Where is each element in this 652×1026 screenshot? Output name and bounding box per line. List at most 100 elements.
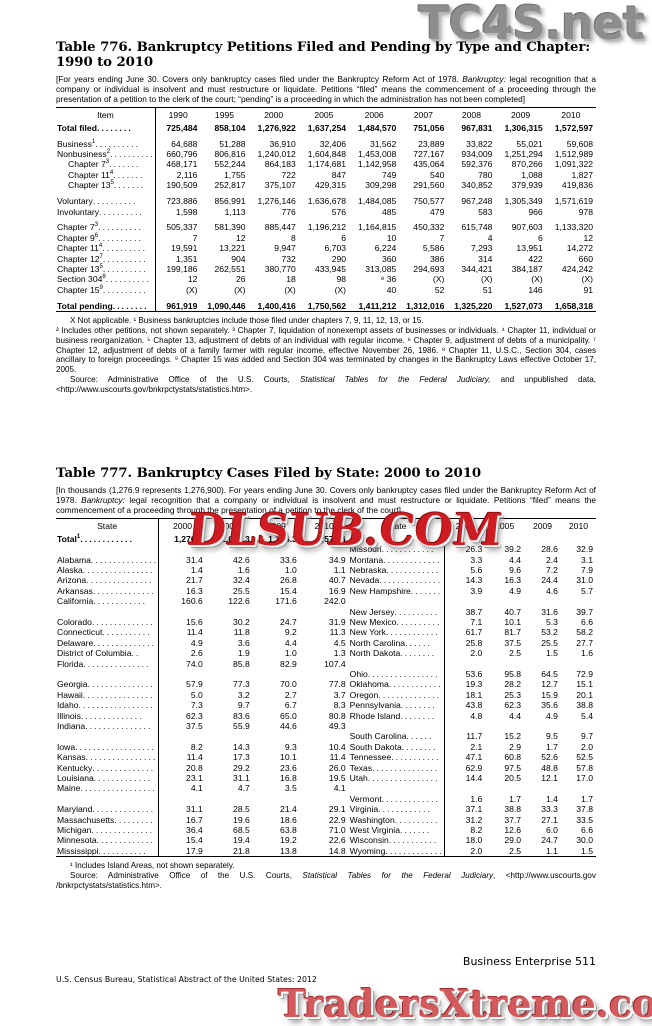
data-cell: 1,164,815 (358, 222, 397, 233)
data-cell: 780 (478, 169, 493, 180)
data-cell: 1.1 (545, 845, 558, 856)
dot-leader: .......... (92, 196, 138, 207)
data-cell: 59,608 (566, 138, 593, 149)
data-cell: (X) (432, 274, 445, 285)
data-cell: 62.9 (444, 762, 486, 774)
data-cell: 16.8 (280, 773, 297, 784)
data-cell: 4.4 (509, 554, 522, 565)
row-label: South Carolina ...... (349, 731, 445, 741)
data-cell: 28.5 (233, 804, 250, 815)
row-label: Rhode Island ........ (349, 711, 445, 721)
row-label-text: Georgia (57, 679, 88, 690)
footnote-marker: 8 (102, 274, 106, 281)
data-cell: 505,337 (154, 222, 201, 233)
data-cell: 429,315 (314, 180, 347, 191)
data-cell: 61.7 (444, 627, 486, 638)
dot-leader: .............. (378, 689, 442, 700)
row-label: Section 3048 .......... (56, 274, 155, 284)
table-row: Massachusetts ......... 16.7 19.6 18.6 22.9 W… (56, 814, 596, 826)
row-label-text: Chapter 15 (57, 284, 100, 295)
data-cell: 10.1 (504, 616, 522, 627)
table-row: Georgia ............... 57.9 77.3 70.0 77.8 O… (56, 679, 596, 690)
data-cell: 199,186 (154, 264, 201, 275)
data-cell: 85.8 (233, 658, 250, 669)
dot-leader: ........ (400, 648, 437, 659)
data-cell: 7 (439, 232, 445, 243)
row-label-text: Massachusetts (57, 814, 115, 825)
row-label: Maine ................. (56, 783, 159, 793)
dot-leader: ................. (78, 700, 155, 711)
data-cell: 1.6 (581, 648, 593, 659)
data-cell: 727,167 (413, 149, 445, 159)
row-label-text: Louisiana (57, 773, 94, 784)
table-row: Alaska ................ 1.4 1.6 1.0 1.1 Nebra… (56, 564, 596, 576)
data-cell: 77.3 (233, 679, 250, 690)
table-776-title: Table 776. Bankruptcy Petitions Filed an… (56, 40, 591, 70)
row-label: Connecticut ........... (56, 627, 159, 637)
dot-leader: .......... (102, 264, 148, 275)
data-cell: 20.8 (158, 762, 206, 774)
col-header-2009-left: 2009 (266, 521, 286, 532)
row-label: District of Columbia .. (56, 648, 159, 658)
dot-leader: ....... (113, 169, 145, 180)
row-label: Alaska ................ (56, 565, 159, 575)
data-cell: 80.8 (328, 710, 346, 721)
footnote-marker: 4 (109, 169, 114, 176)
data-cell: 907,603 (511, 222, 543, 233)
data-cell: 26 (235, 274, 246, 285)
dot-leader: .......... (396, 616, 442, 627)
data-cell: 1.9 (237, 648, 250, 659)
data-cell: 978 (578, 206, 593, 217)
data-cell: 6.6 (581, 616, 593, 627)
data-cell: 16.9 (328, 585, 346, 596)
table-row: New Jersey .......... 38.7 40.7 31.6 39.7 (56, 606, 596, 617)
data-cell: 1.7 (581, 793, 593, 804)
data-cell: 1,325,220 (454, 300, 493, 311)
row-label-text: Florida (57, 658, 84, 669)
data-cell: 26.0 (328, 762, 346, 773)
data-cell: 4.9 (509, 585, 522, 596)
data-cell: 847 (331, 169, 347, 180)
data-cell: 26.3 (444, 544, 486, 555)
data-cell: 1,755 (224, 169, 246, 180)
row-label: Business1 .......... (56, 139, 155, 149)
data-cell: 32,406 (319, 138, 347, 149)
data-cell: 19.2 (280, 835, 297, 846)
data-cell: 15.4 (158, 835, 206, 846)
row-label: Total1 ............ (56, 534, 159, 544)
spacer-row (56, 190, 596, 197)
table-777-footnote-1: ¹ Includes Island Areas, not shown separ… (70, 861, 235, 871)
headnote-italic-term: Bankruptcy: (462, 74, 506, 84)
row-label: Involuntary .......... (56, 207, 155, 217)
row-label: Florida ............... (56, 659, 159, 669)
row-label-text: Indiana (57, 721, 86, 731)
data-cell: 7 (154, 232, 201, 244)
row-label-text: Pennsylvania (349, 700, 401, 711)
dot-leader: ............... (85, 721, 153, 731)
data-cell: 6,703 (324, 243, 347, 254)
data-cell: 1,276,922 (257, 122, 296, 133)
row-label-text: Chapter 12 (57, 253, 100, 264)
data-cell: 77.8 (328, 679, 346, 690)
row-label-text: Voluntary (57, 196, 93, 207)
data-cell: 1.4 (545, 793, 558, 804)
data-cell: 38.7 (444, 606, 486, 617)
dot-leader: .......... (98, 222, 143, 233)
row-label-text: Michigan (57, 825, 92, 836)
data-cell: 5,586 (422, 243, 445, 254)
data-cell: 1,598 (154, 206, 201, 217)
data-cell: 29.0 (504, 835, 522, 846)
table-row: Ohio ................ 53.6 95.8 64.5 72.9 (56, 668, 596, 680)
data-cell: 64.5 (541, 668, 558, 679)
table-row: Chapter 135 .......... 199,186 262,551 380,… (56, 264, 596, 275)
data-cell: 485 (381, 206, 397, 217)
footnote-marker: 7 (99, 253, 103, 260)
data-cell: 294,693 (413, 264, 445, 275)
dot-leader: .......... (394, 606, 440, 617)
table-777: State 2000 2005 2009 2010 State 2000 200… (56, 518, 596, 860)
data-cell: 10.4 (328, 741, 346, 752)
row-label-text: Kansas (57, 752, 86, 763)
row-label: North Dakota ........ (349, 648, 445, 658)
data-cell: 1,750,562 (307, 300, 347, 311)
row-label-text: Chapter 13 (57, 264, 100, 275)
